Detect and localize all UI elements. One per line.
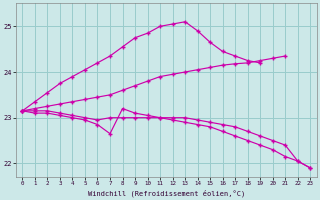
X-axis label: Windchill (Refroidissement éolien,°C): Windchill (Refroidissement éolien,°C) — [88, 189, 245, 197]
